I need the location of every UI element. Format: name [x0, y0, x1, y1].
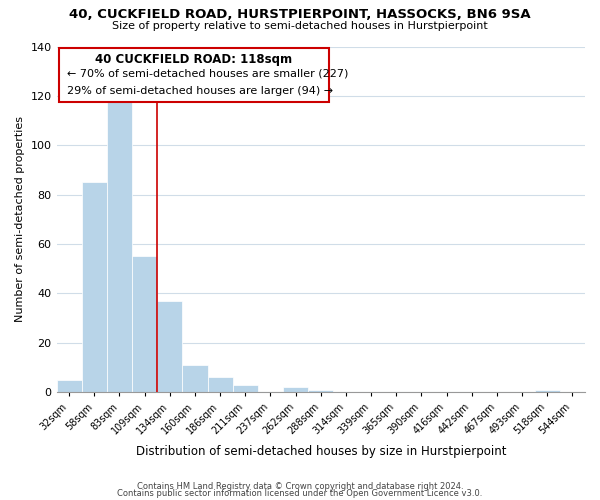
Bar: [535, 390, 560, 392]
Bar: [107, 101, 132, 392]
Text: 40 CUCKFIELD ROAD: 118sqm: 40 CUCKFIELD ROAD: 118sqm: [95, 52, 293, 66]
Bar: [233, 385, 258, 392]
Text: Contains HM Land Registry data © Crown copyright and database right 2024.: Contains HM Land Registry data © Crown c…: [137, 482, 463, 491]
FancyBboxPatch shape: [59, 48, 329, 102]
Bar: [56, 380, 82, 392]
Text: ← 70% of semi-detached houses are smaller (227): ← 70% of semi-detached houses are smalle…: [67, 69, 349, 79]
Y-axis label: Number of semi-detached properties: Number of semi-detached properties: [15, 116, 25, 322]
Text: 29% of semi-detached houses are larger (94) →: 29% of semi-detached houses are larger (…: [67, 86, 333, 97]
Bar: [132, 256, 157, 392]
Bar: [182, 365, 208, 392]
Bar: [308, 390, 334, 392]
Text: 40, CUCKFIELD ROAD, HURSTPIERPOINT, HASSOCKS, BN6 9SA: 40, CUCKFIELD ROAD, HURSTPIERPOINT, HASS…: [69, 8, 531, 20]
Text: Size of property relative to semi-detached houses in Hurstpierpoint: Size of property relative to semi-detach…: [112, 21, 488, 31]
Bar: [208, 378, 233, 392]
Bar: [283, 388, 308, 392]
Bar: [157, 301, 182, 392]
Text: Contains public sector information licensed under the Open Government Licence v3: Contains public sector information licen…: [118, 488, 482, 498]
Bar: [82, 182, 107, 392]
X-axis label: Distribution of semi-detached houses by size in Hurstpierpoint: Distribution of semi-detached houses by …: [136, 444, 506, 458]
